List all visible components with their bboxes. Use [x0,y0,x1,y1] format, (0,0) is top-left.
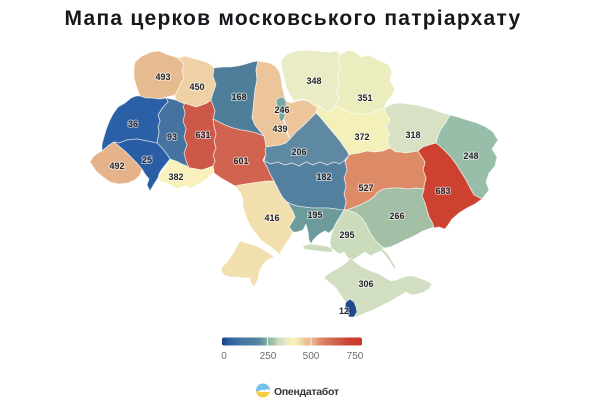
svg-text:250: 250 [260,351,277,362]
svg-text:36: 36 [128,119,138,129]
svg-text:492: 492 [109,161,124,171]
svg-text:246: 246 [274,105,289,115]
svg-text:25: 25 [142,155,152,165]
svg-text:168: 168 [231,92,246,102]
svg-text:295: 295 [339,230,354,240]
svg-text:416: 416 [264,213,279,223]
svg-text:348: 348 [306,76,321,86]
svg-text:266: 266 [389,211,404,221]
svg-text:631: 631 [195,130,210,140]
svg-text:351: 351 [357,93,372,103]
svg-text:Опендатабот: Опендатабот [274,386,339,398]
svg-text:601: 601 [233,156,248,166]
svg-text:12: 12 [339,306,349,316]
svg-text:450: 450 [189,82,204,92]
svg-text:500: 500 [303,351,320,362]
svg-text:0: 0 [221,351,227,362]
svg-text:750: 750 [347,351,364,362]
svg-text:93: 93 [167,132,177,142]
svg-text:382: 382 [168,172,183,182]
svg-text:318: 318 [405,130,420,140]
svg-text:372: 372 [354,132,369,142]
svg-text:206: 206 [291,147,306,157]
svg-text:527: 527 [358,183,373,193]
svg-text:182: 182 [316,172,331,182]
svg-text:439: 439 [272,124,287,134]
svg-text:248: 248 [463,151,478,161]
svg-text:493: 493 [155,72,170,82]
svg-text:306: 306 [358,279,373,289]
svg-text:195: 195 [307,210,322,220]
svg-text:683: 683 [435,186,450,196]
